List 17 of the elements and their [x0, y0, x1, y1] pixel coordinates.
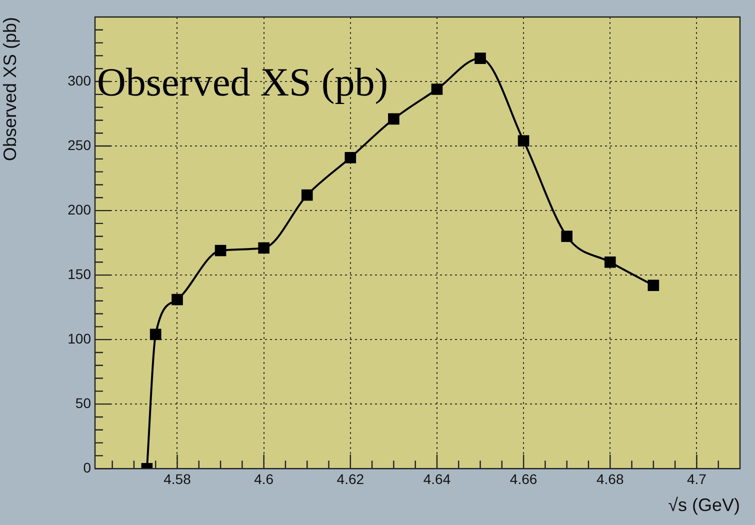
y-tick-label: 250 — [68, 136, 92, 153]
text: Observed XS (pb) — [97, 60, 388, 105]
y-tick-label: 100 — [68, 330, 92, 346]
x-tick-label: 4.7 — [686, 470, 707, 487]
y-axis-title: Observed XS (pb) — [0, 17, 20, 162]
x-tick-label: 4.62 — [336, 470, 364, 487]
y-tick-label: 300 — [68, 72, 92, 88]
x-tick-label: 4.6 — [254, 470, 274, 487]
y-tick-label: 0 — [83, 459, 92, 476]
x-tick-label: 4.58 — [164, 470, 192, 487]
x-axis-title: √s (GeV) — [668, 495, 740, 516]
x-tick-label: 4.64 — [423, 470, 451, 487]
x-tick-label: 4.66 — [510, 470, 538, 487]
y-tick-label: 200 — [68, 201, 92, 218]
y-tick-label: 50 — [75, 394, 92, 411]
y-tick-label: 150 — [68, 266, 92, 282]
x-tick-label: 4.68 — [596, 470, 624, 487]
